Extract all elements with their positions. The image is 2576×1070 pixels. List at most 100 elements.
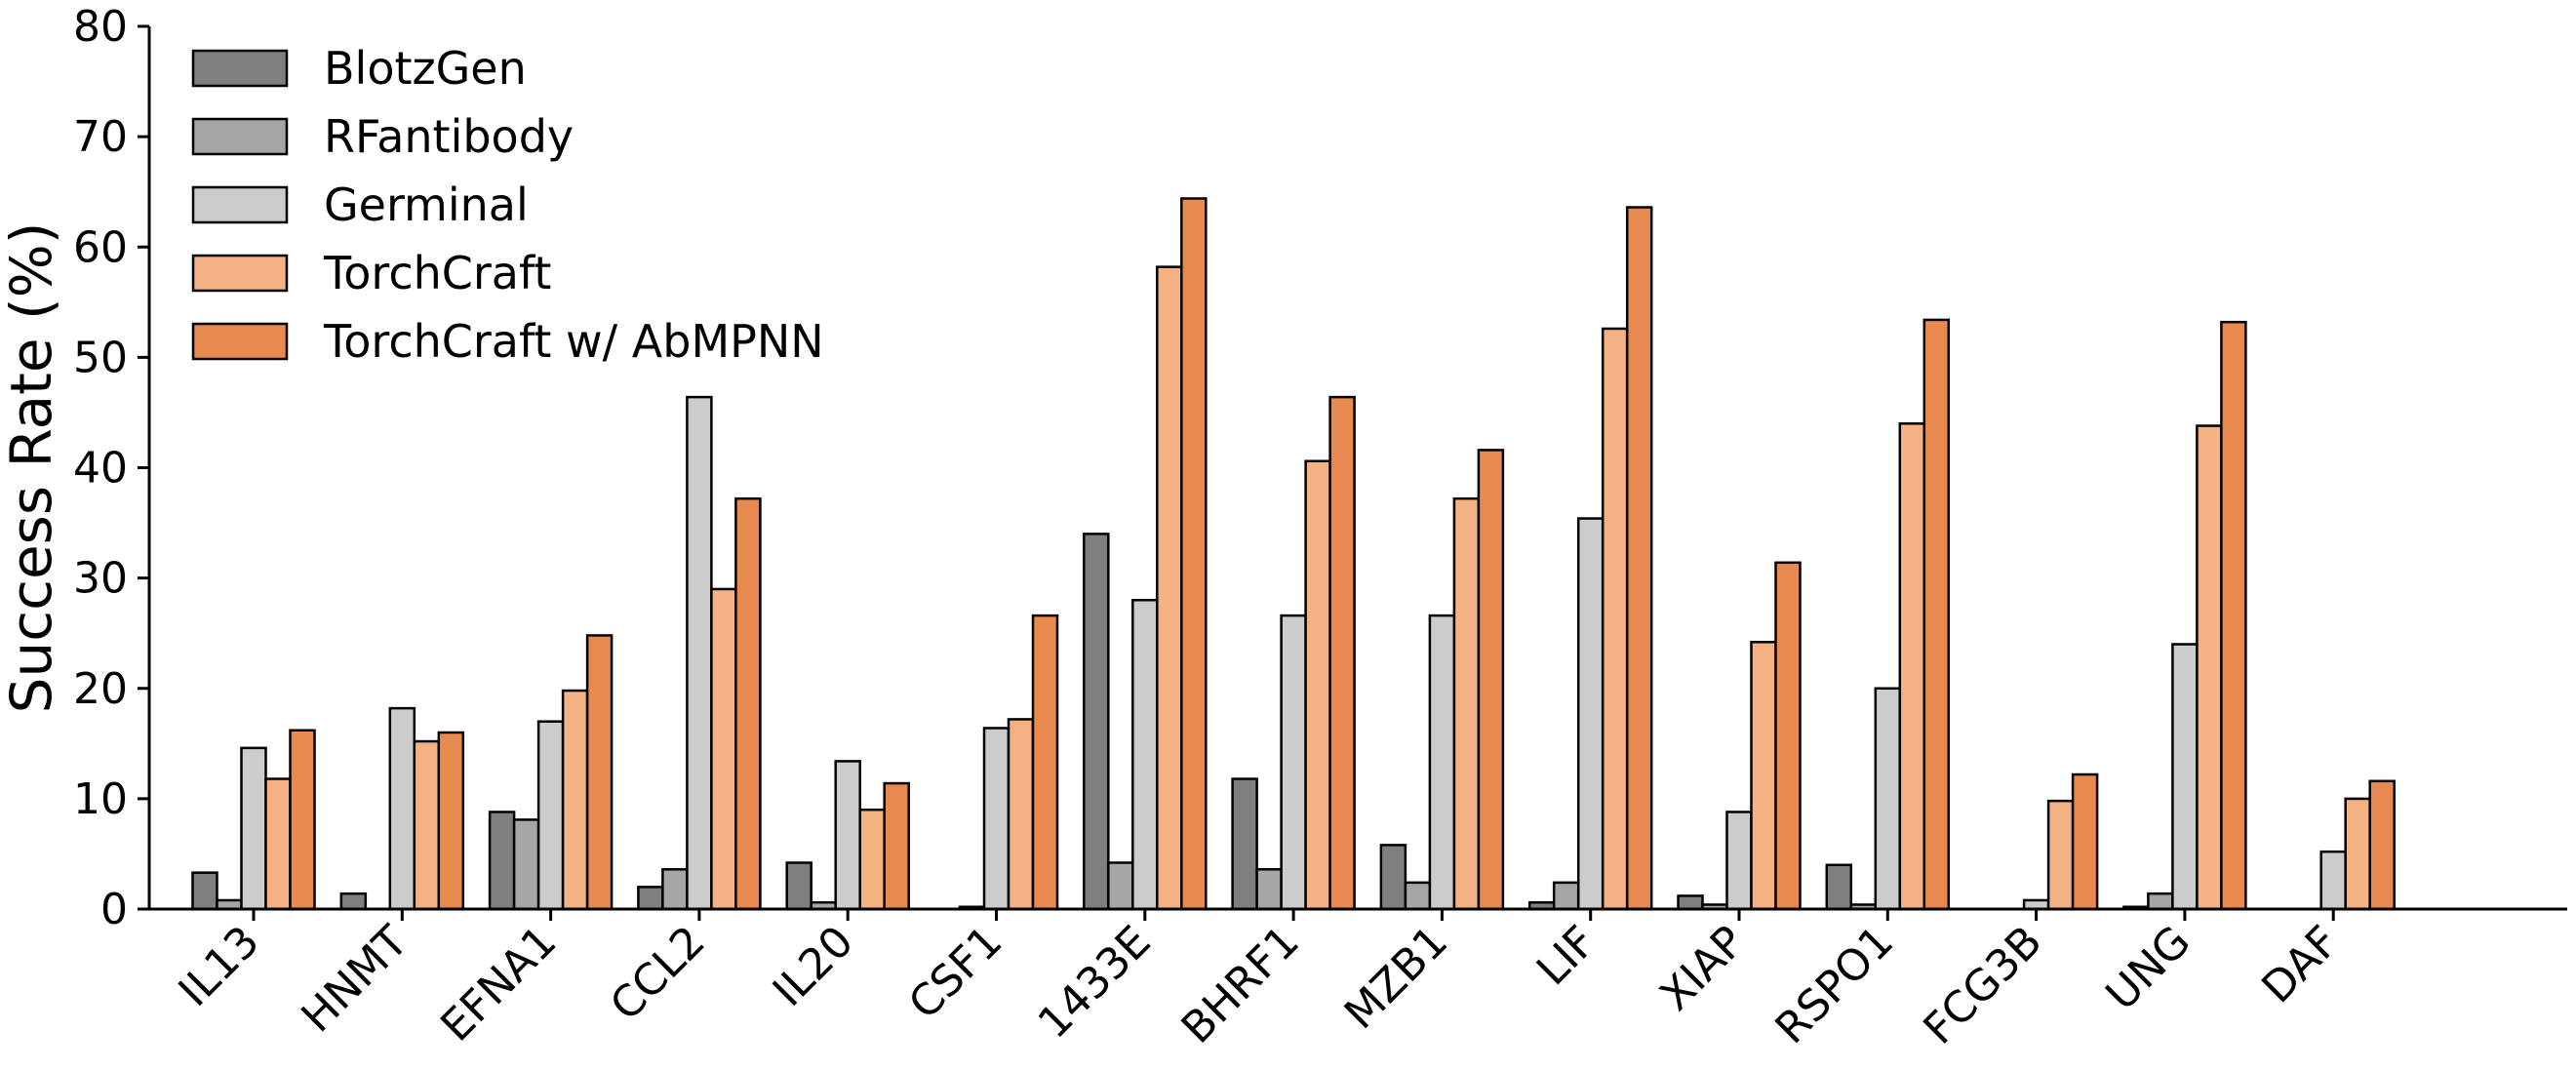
bar-blotzgen-efna1 — [488, 811, 516, 911]
bar-torchcraft-w-abmpnn-bhrf1 — [1328, 395, 1356, 911]
bar-blotzgen-1433e — [1083, 533, 1110, 911]
y-tick-label: 30 — [73, 554, 128, 604]
bar-germinal-hnmt — [388, 706, 416, 911]
x-tick-label-rspo1: RSPO1 — [1766, 917, 1903, 1053]
x-tick-label-il13: IL13 — [170, 917, 269, 1016]
bar-germinal-lif — [1576, 517, 1605, 911]
bar-germinal-1433e — [1131, 599, 1159, 911]
legend-label-blotzgen: BlotzGen — [324, 42, 527, 95]
bar-torchcraft-il13 — [264, 777, 292, 911]
bar-rfantibody-efna1 — [512, 818, 540, 911]
y-tick-label: 20 — [73, 664, 128, 714]
x-tick-label-efna1: EFNA1 — [431, 917, 566, 1051]
x-tick-label-il20: IL20 — [764, 917, 863, 1016]
bar-torchcraft-fcg3b — [2046, 799, 2075, 911]
bar-blotzgen-il13 — [191, 871, 218, 911]
bar-torchcraft-rspo1 — [1898, 422, 1926, 911]
bar-torchcraft-w-abmpnn-il13 — [289, 729, 316, 911]
bar-germinal-bhrf1 — [1280, 614, 1307, 911]
bar-torchcraft-w-abmpnn-lif — [1625, 206, 1653, 911]
bar-rfantibody-1433e — [1107, 861, 1134, 911]
bar-torchcraft-efna1 — [561, 689, 589, 911]
bar-torchcraft-w-abmpnn-il20 — [883, 781, 910, 911]
bar-torchcraft-1433e — [1156, 265, 1183, 911]
bar-rfantibody-mzb1 — [1404, 881, 1432, 911]
bar-torchcraft-w-abmpnn-daf — [2368, 779, 2396, 911]
legend: BlotzGen RFantibody Germinal TorchCraft Torc… — [191, 42, 824, 368]
bar-germinal-rspo1 — [1874, 687, 1902, 911]
bar-germinal-xiap — [1725, 811, 1753, 911]
bar-torchcraft-w-abmpnn-csf1 — [1031, 614, 1059, 911]
x-tick-label-lif: LIF — [1527, 917, 1605, 995]
y-tick-label: 40 — [73, 444, 128, 494]
bar-germinal-daf — [2319, 850, 2347, 911]
y-tick-label: 0 — [100, 885, 128, 934]
bar-torchcraft-daf — [2344, 797, 2371, 911]
bar-torchcraft-w-abmpnn-hnmt — [437, 731, 465, 911]
legend-label-torchcraft: TorchCraft — [323, 247, 551, 299]
bar-germinal-csf1 — [982, 727, 1011, 911]
bar-rfantibody-ung — [2147, 892, 2174, 911]
bar-torchcraft-w-abmpnn-1433e — [1180, 197, 1208, 911]
bar-torchcraft-ccl2 — [710, 587, 737, 911]
bar-blotzgen-rspo1 — [1825, 863, 1853, 911]
y-axis-label: Success Rate (%) — [0, 222, 64, 714]
bar-rfantibody-bhrf1 — [1255, 868, 1283, 911]
bar-germinal-il13 — [240, 746, 267, 911]
y-tick-label: 10 — [73, 774, 128, 824]
bar-torchcraft-w-abmpnn-fcg3b — [2071, 773, 2099, 911]
bar-torchcraft-ung — [2196, 424, 2223, 911]
legend-swatch-rfantibody — [191, 117, 289, 156]
x-tick-label-xiap: XIAP — [1650, 917, 1755, 1021]
legend-swatch-blotzgen — [191, 49, 289, 88]
x-tick-label-csf1: CSF1 — [899, 917, 1011, 1029]
x-tick-label-ccl2: CCL2 — [601, 917, 715, 1031]
bar-torchcraft-lif — [1601, 327, 1629, 911]
bar-blotzgen-xiap — [1677, 894, 1704, 911]
bar-torchcraft-xiap — [1750, 640, 1777, 911]
y-tick-label: 60 — [73, 222, 128, 272]
bar-torchcraft-w-abmpnn-efna1 — [585, 634, 614, 911]
legend-label-rfantibody: RFantibody — [324, 110, 574, 163]
bar-blotzgen-ccl2 — [637, 886, 664, 911]
legend-label-torchcraft-w-abmpnn: TorchCraft w/ AbMPNN — [323, 315, 824, 368]
bar-rfantibody-ccl2 — [661, 868, 689, 911]
bar-torchcraft-w-abmpnn-mzb1 — [1477, 449, 1505, 911]
x-tick-label-bhrf1: BHRF1 — [1172, 917, 1309, 1053]
x-tick-label-mzb1: MZB1 — [1335, 917, 1457, 1039]
bar-torchcraft-hnmt — [413, 739, 441, 911]
bar-torchcraft-bhrf1 — [1304, 459, 1331, 911]
y-tick-label: 70 — [73, 112, 128, 162]
bar-blotzgen-mzb1 — [1379, 844, 1407, 911]
bar-blotzgen-il20 — [785, 861, 812, 911]
bar-torchcraft-w-abmpnn-xiap — [1774, 561, 1802, 911]
bar-germinal-il20 — [834, 760, 861, 911]
bar-blotzgen-bhrf1 — [1231, 777, 1258, 911]
bar-rfantibody-lif — [1552, 881, 1580, 911]
bar-torchcraft-w-abmpnn-rspo1 — [1922, 318, 1951, 911]
legend-swatch-germinal — [191, 185, 289, 224]
bar-germinal-efna1 — [536, 720, 565, 911]
bar-blotzgen-hnmt — [339, 892, 368, 911]
x-tick-label-1433e: 1433E — [1029, 917, 1161, 1049]
x-tick-label-daf: DAF — [2252, 917, 2349, 1013]
bar-germinal-mzb1 — [1428, 614, 1456, 911]
legend-swatch-torchcraft — [191, 254, 289, 293]
bars-layer — [191, 197, 2396, 911]
y-tick-label: 50 — [73, 333, 128, 382]
bar-torchcraft-il20 — [858, 808, 886, 911]
bar-torchcraft-w-abmpnn-ung — [2220, 320, 2247, 911]
y-tick-label: 80 — [73, 2, 128, 52]
legend-label-germinal: Germinal — [324, 178, 529, 231]
bar-germinal-ccl2 — [686, 395, 713, 911]
x-tick-label-fcg3b: FCG3B — [1914, 917, 2051, 1054]
bar-torchcraft-csf1 — [1007, 718, 1035, 911]
x-tick-label-ung: UNG — [2096, 917, 2200, 1020]
bar-torchcraft-mzb1 — [1452, 496, 1481, 911]
x-tick-label-hnmt: HNMT — [292, 917, 417, 1043]
legend-swatch-torchcraft-w-abmpnn — [191, 322, 289, 361]
bar-germinal-ung — [2171, 643, 2199, 911]
bar-torchcraft-w-abmpnn-ccl2 — [734, 496, 762, 911]
